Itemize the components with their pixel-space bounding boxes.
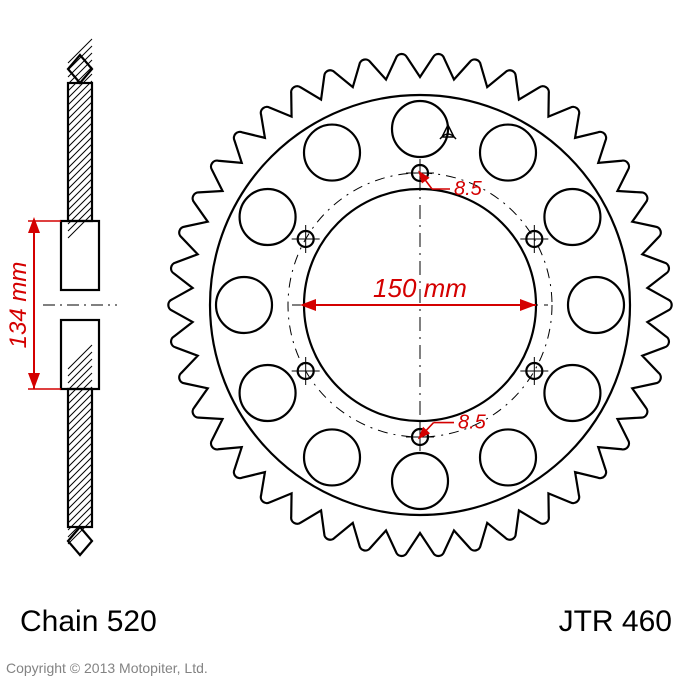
drawing-svg: 150 mm 8.5 8.5 134 mm <box>0 0 700 700</box>
diagram-stage: 150 mm 8.5 8.5 134 mm Chain 520 JTR 460 Cop… <box>0 0 700 700</box>
side-hub <box>61 221 99 290</box>
hatch-line <box>68 130 92 154</box>
hatch-line <box>68 158 92 182</box>
hatch-line <box>68 207 92 231</box>
lightening-hole <box>480 429 536 485</box>
hatch-line <box>68 88 92 112</box>
hatch-line <box>68 457 92 481</box>
chain-label: Chain 520 <box>20 605 157 639</box>
hatch-line <box>68 443 92 467</box>
lightening-hole <box>304 125 360 181</box>
lightening-hole <box>544 365 600 421</box>
hatch-line <box>68 359 92 383</box>
hatch-line <box>68 137 92 161</box>
lightening-hole <box>480 125 536 181</box>
hatch-line <box>68 179 92 203</box>
hatch-line <box>68 123 92 147</box>
hatch-line <box>68 165 92 189</box>
hatch-line <box>68 345 92 369</box>
lightening-hole <box>544 189 600 245</box>
hatch-line <box>68 394 92 418</box>
hatch-line <box>68 39 92 63</box>
lightening-hole <box>392 453 448 509</box>
side-section <box>68 389 92 527</box>
hatch-line <box>68 450 92 474</box>
hatch-line <box>68 116 92 140</box>
hatch-line <box>68 513 92 537</box>
bolt-dim-label: 8.5 <box>458 412 487 434</box>
lightening-hole <box>568 277 624 333</box>
hatch-line <box>68 499 92 523</box>
hatch-line <box>68 401 92 425</box>
lightening-hole <box>240 189 296 245</box>
part-number-label: JTR 460 <box>559 605 672 639</box>
side-dim-label: 134 mm <box>5 262 32 349</box>
hatch-line <box>68 422 92 446</box>
hatch-line <box>68 214 92 238</box>
hatch-line <box>68 95 92 119</box>
hatch-line <box>68 429 92 453</box>
lightening-hole <box>240 365 296 421</box>
hatch-line <box>68 387 92 411</box>
hatch-line <box>68 485 92 509</box>
hatch-line <box>68 520 92 544</box>
hatch-line <box>68 193 92 217</box>
lightening-hole <box>392 101 448 157</box>
lightening-hole <box>304 429 360 485</box>
hatch-line <box>68 492 92 516</box>
hatch-line <box>68 471 92 495</box>
hatch-line <box>68 366 92 390</box>
hatch-line <box>68 67 92 91</box>
bore-dimension-label: 150 mm <box>373 273 467 303</box>
lightening-hole <box>216 277 272 333</box>
hatch-line <box>68 74 92 98</box>
hatch-line <box>68 380 92 404</box>
bolt-dim-label: 8.5 <box>454 178 483 200</box>
hatch-line <box>68 151 92 175</box>
side-section <box>68 83 92 221</box>
hatch-line <box>68 109 92 133</box>
hatch-line <box>68 102 92 126</box>
copyright-label: Copyright © 2013 Motopiter, Ltd. <box>6 660 208 676</box>
hatch-line <box>68 172 92 196</box>
hatch-line <box>68 144 92 168</box>
hatch-line <box>68 464 92 488</box>
hatch-line <box>68 408 92 432</box>
hatch-line <box>68 352 92 376</box>
hatch-line <box>68 478 92 502</box>
hatch-line <box>68 373 92 397</box>
hatch-line <box>68 436 92 460</box>
hatch-line <box>68 415 92 439</box>
hatch-line <box>68 186 92 210</box>
